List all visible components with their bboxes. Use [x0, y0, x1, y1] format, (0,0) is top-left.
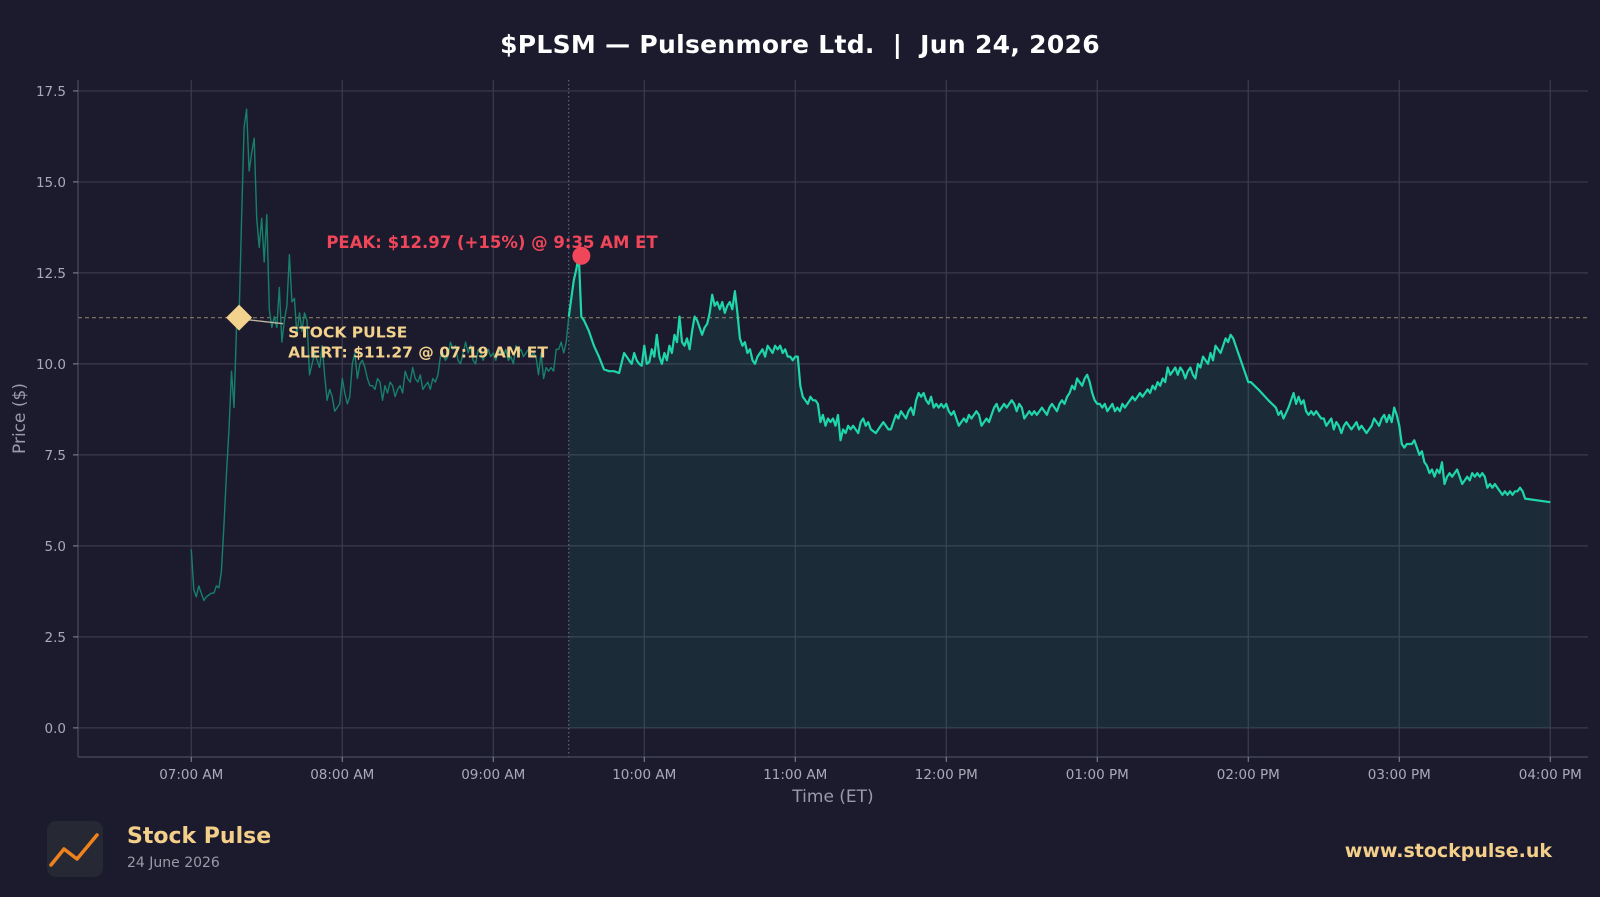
peak-annotation: PEAK: $12.97 (+15%) @ 9:35 AM ET — [326, 233, 658, 252]
alert-annotation-title: STOCK PULSE — [288, 324, 407, 342]
x-tick-label: 10:00 AM — [612, 767, 676, 783]
chart-line-icon — [49, 833, 99, 867]
y-axis-label: Price ($) — [10, 383, 30, 454]
chart-title: $PLSM — Pulsenmore Ltd. | Jun 24, 2026 — [500, 30, 1100, 59]
regular-session-price-line — [567, 254, 1551, 504]
y-tick-label: 0.0 — [45, 721, 66, 737]
brand-date: 24 June 2026 — [127, 855, 220, 871]
premarket-price-line — [190, 108, 570, 602]
price-area-fill — [568, 255, 1551, 728]
y-tick-label: 12.5 — [36, 266, 66, 282]
axes-layer — [77, 80, 1588, 758]
x-tick-label: 12:00 PM — [915, 767, 978, 783]
alert-connector-line — [246, 319, 284, 325]
y-tick-label: 10.0 — [36, 357, 66, 373]
x-tick-label: 11:00 AM — [763, 767, 827, 783]
x-tick-label: 08:00 AM — [310, 767, 374, 783]
grid-layer — [78, 80, 1588, 757]
alert-annotation-detail: ALERT: $11.27 @ 07:19 AM ET — [288, 344, 548, 362]
x-tick-label: 02:00 PM — [1217, 767, 1280, 783]
tick-labels: 0.0 2.5 5.0 7.5 10.0 12.5 15.0 17.5 07:00 AM 08:0… — [36, 84, 1582, 783]
brand-name: Stock Pulse — [127, 824, 272, 849]
brand-logo — [47, 821, 103, 877]
x-tick-label: 04:00 PM — [1519, 767, 1582, 783]
y-tick-label: 5.0 — [45, 539, 66, 555]
peak-marker — [572, 246, 591, 265]
y-tick-label: 2.5 — [45, 630, 66, 646]
y-tick-label: 17.5 — [36, 84, 66, 100]
alert-diamond-marker — [226, 304, 253, 331]
y-tick-label: 15.0 — [36, 175, 66, 191]
x-tick-label: 01:00 PM — [1066, 767, 1129, 783]
x-tick-label: 07:00 AM — [159, 767, 223, 783]
x-tick-label: 09:00 AM — [461, 767, 525, 783]
y-tick-label: 7.5 — [45, 448, 66, 464]
x-tick-label: 03:00 PM — [1368, 767, 1431, 783]
brand-url-link[interactable]: www.stockpulse.uk — [1344, 840, 1552, 862]
x-axis-label: Time (ET) — [791, 787, 873, 807]
